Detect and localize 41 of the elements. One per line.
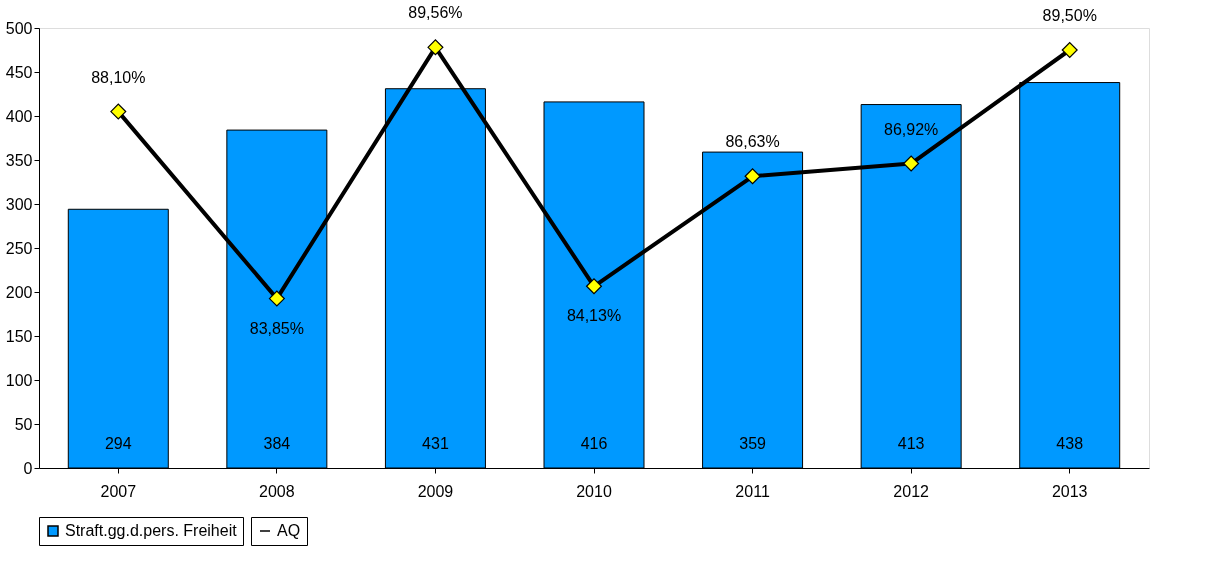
data-label: 86,92%: [884, 120, 939, 138]
y-tick-label: 0: [23, 459, 33, 477]
x-tick-label: 2008: [259, 482, 295, 500]
data-label: 431: [422, 435, 449, 452]
y-tick-label: 350: [5, 151, 33, 169]
point: [268, 290, 285, 307]
y-tick-label: 100: [5, 371, 33, 389]
x-tick-label: 2007: [100, 482, 137, 500]
y-tick-label: 150: [5, 327, 33, 345]
x-tick-label: 2010: [576, 482, 612, 500]
legend-label: AQ: [277, 522, 301, 539]
y-tick-label: 250: [5, 239, 33, 257]
data-label: 416: [580, 435, 608, 452]
data-label: 438: [1056, 435, 1084, 452]
x-tick-label: 2011: [735, 482, 770, 500]
point: [585, 278, 603, 295]
y-tick-label: 200: [5, 283, 33, 301]
point: [1061, 41, 1078, 59]
data-label: 384: [263, 435, 291, 452]
data-label: 84,13%: [566, 307, 622, 325]
data-label: 86,63%: [725, 133, 780, 151]
legend-label: Straft.gg.d.pers. Freiheit: [65, 522, 238, 539]
data-label: 89,56%: [408, 4, 463, 22]
data-label: 294: [104, 435, 132, 452]
x-tick-label: 2009: [417, 482, 454, 500]
data-label: 89,50%: [1042, 7, 1097, 24]
data-label: 359: [739, 435, 767, 452]
x-tick-label: 2013: [1051, 482, 1088, 500]
data-label: 88,10%: [91, 68, 146, 86]
y-tick-label: 450: [5, 63, 33, 81]
point: [427, 39, 444, 56]
y-tick-label: 300: [5, 195, 33, 213]
data-label: 413: [897, 435, 925, 452]
point: [110, 103, 127, 120]
y-tick-label: 500: [5, 19, 33, 37]
y-tick-label: 400: [5, 107, 33, 125]
data-label: 83,85%: [249, 319, 304, 337]
y-tick-label: 50: [14, 415, 33, 433]
point: [903, 155, 920, 172]
point: [744, 168, 761, 185]
x-tick-label: 2012: [893, 482, 930, 500]
